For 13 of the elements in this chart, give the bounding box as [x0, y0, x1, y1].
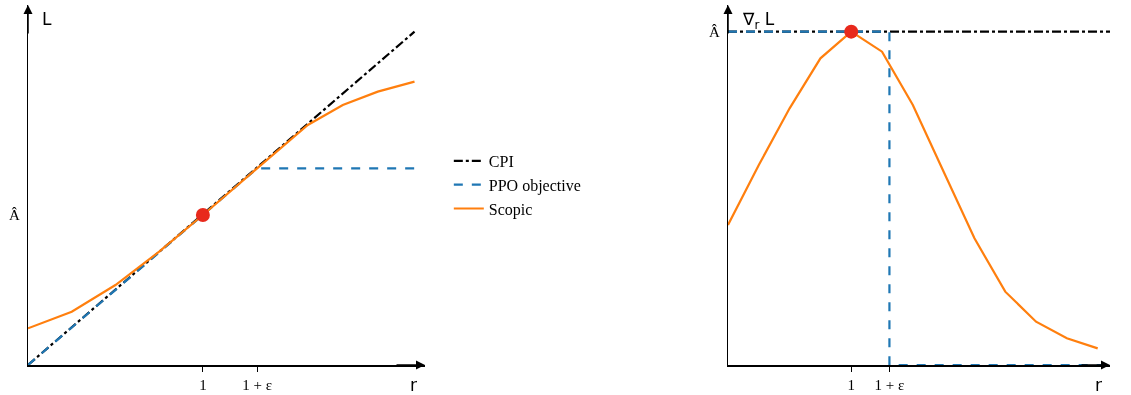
- x-tick-label: 1: [199, 376, 207, 393]
- text: Â: [709, 24, 720, 40]
- x-axis-title: r: [410, 375, 417, 395]
- x-tick-label: 1 + ε: [242, 376, 272, 393]
- legend-label: Scopic: [488, 200, 533, 219]
- y-axis-title: L: [42, 9, 52, 29]
- x-tick-label: 1: [847, 376, 855, 393]
- text: Â: [9, 207, 20, 223]
- x-axis-title: r: [1095, 375, 1102, 395]
- x-tick-label: 1 + ε: [874, 376, 905, 393]
- legend-label: CPI: [488, 153, 514, 171]
- y-axis-title: ∇$_{r}$ L: [742, 9, 775, 32]
- legend-label: PPO objective: [488, 176, 581, 195]
